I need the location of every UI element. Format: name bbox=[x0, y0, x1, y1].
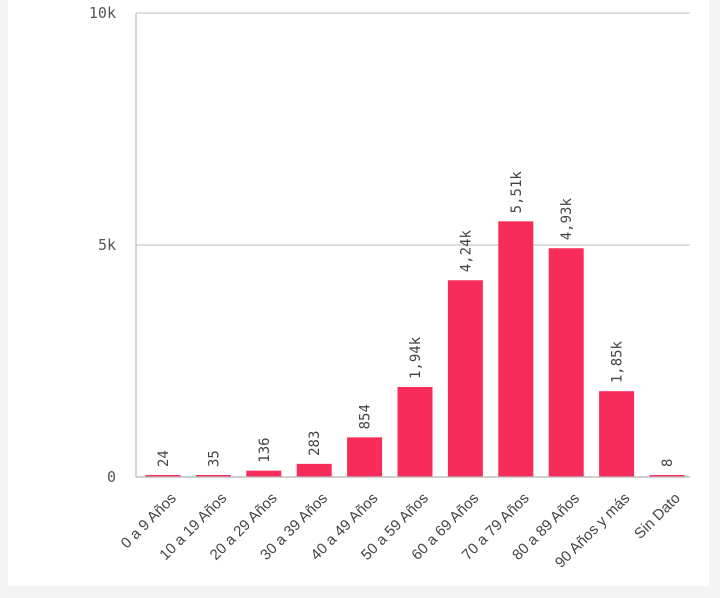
bar bbox=[599, 391, 635, 477]
bar bbox=[498, 221, 534, 477]
x-tick-label: Sin Dato bbox=[631, 490, 684, 543]
data-label: 24 bbox=[156, 450, 172, 467]
bar bbox=[195, 475, 231, 477]
data-label: 1,94k bbox=[408, 336, 424, 379]
bar bbox=[145, 475, 181, 477]
y-tick-label: 10k bbox=[89, 4, 116, 22]
data-label: 35 bbox=[206, 450, 222, 467]
chart-card: 0 5k 10k 24 0 a 9 Años 35 10 a 19 Años 136 20 a … bbox=[8, 0, 709, 586]
bar bbox=[246, 470, 282, 477]
y-tick-label: 0 bbox=[107, 468, 116, 486]
data-label: 8 bbox=[660, 459, 676, 467]
bar bbox=[447, 280, 483, 477]
data-label: 136 bbox=[257, 437, 273, 462]
bar bbox=[347, 437, 383, 477]
data-label: 4,24k bbox=[458, 230, 474, 273]
data-label: 1,85k bbox=[610, 340, 626, 383]
bar bbox=[649, 475, 685, 477]
bar bbox=[296, 463, 332, 477]
bar bbox=[397, 386, 433, 477]
y-tick-label: 5k bbox=[98, 236, 116, 254]
data-label: 5,51k bbox=[509, 171, 525, 214]
data-label: 854 bbox=[358, 404, 374, 429]
data-label: 4,93k bbox=[559, 198, 575, 241]
data-label: 283 bbox=[307, 431, 323, 456]
bar bbox=[548, 248, 584, 477]
